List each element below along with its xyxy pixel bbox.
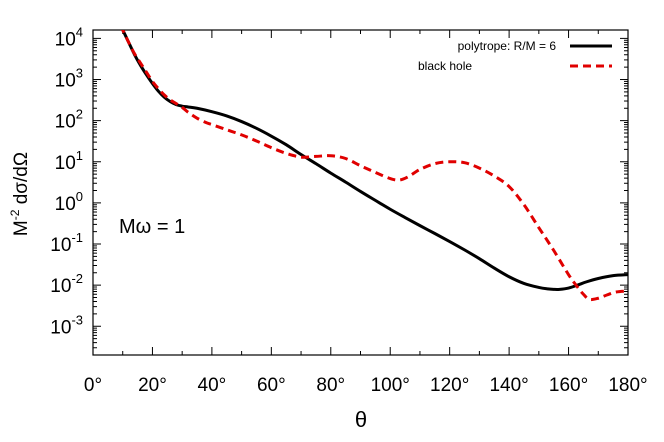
- x-axis-title: θ: [355, 407, 367, 432]
- x-tick-labels: 0° 20° 40° 60° 80° 100° 120° 140° 160° 180°: [84, 375, 648, 396]
- x-tick-label: 180°: [608, 375, 647, 396]
- y-tick-label: 100: [55, 189, 83, 215]
- y-tick-label-base: 10: [55, 29, 76, 50]
- y-tick-label-base: 10: [50, 317, 71, 338]
- y-tick-label-base: 10: [55, 153, 76, 174]
- y-tick-label-exponent: -1: [71, 230, 83, 245]
- x-tick-label: 40°: [198, 375, 227, 396]
- y-axis-title-main: M: [11, 220, 32, 236]
- y-tick-label-base: 10: [55, 194, 76, 215]
- y-tick-label-exponent: 1: [76, 148, 83, 163]
- legend-label-polytrope: polytrope: R/M = 6: [458, 39, 557, 53]
- y-tick-label-exponent: 3: [76, 66, 83, 81]
- y-tick-label-base: 10: [55, 112, 76, 133]
- x-tick-label: 60°: [257, 375, 286, 396]
- y-axis-title: M-2 dσ/dΩ: [8, 152, 32, 236]
- y-tick-label-base: 10: [50, 276, 71, 297]
- series-line-black-hole: [120, 30, 628, 302]
- y-tick-label-exponent: 2: [76, 107, 83, 122]
- y-axis-title-rest: dσ/dΩ: [11, 152, 32, 210]
- series-lines: [120, 30, 628, 302]
- axis-ticks: [92, 30, 629, 355]
- y-tick-label: 103: [55, 66, 83, 92]
- y-tick-label: 101: [55, 148, 83, 174]
- y-tick-label: 102: [55, 107, 83, 133]
- y-tick-label-base: 10: [50, 235, 71, 256]
- x-tick-label: 0°: [84, 375, 102, 396]
- x-tick-label: 160°: [549, 375, 588, 396]
- x-tick-label: 20°: [138, 375, 167, 396]
- y-tick-label: 10-1: [50, 230, 83, 256]
- y-tick-label-exponent: -3: [71, 312, 83, 327]
- y-tick-label-exponent: 0: [76, 189, 83, 204]
- legend: polytrope: R/M = 6 black hole: [418, 39, 612, 73]
- x-tick-label: 140°: [489, 375, 528, 396]
- y-tick-label: 104: [55, 24, 83, 50]
- y-axis-title-superscript: -2: [8, 209, 22, 220]
- y-tick-label-exponent: -2: [71, 271, 83, 286]
- legend-label-black-hole: black hole: [418, 59, 472, 73]
- x-tick-label: 80°: [316, 375, 345, 396]
- y-tick-label: 10-2: [50, 271, 83, 297]
- series-line-polytrope: [120, 30, 628, 291]
- x-tick-label: 120°: [430, 375, 469, 396]
- omega-annotation: Mω = 1: [119, 216, 185, 238]
- y-tick-label: 10-3: [50, 312, 83, 338]
- y-tick-label-base: 10: [55, 71, 76, 92]
- y-tick-label-exponent: 4: [76, 24, 83, 39]
- x-tick-label: 100°: [371, 375, 410, 396]
